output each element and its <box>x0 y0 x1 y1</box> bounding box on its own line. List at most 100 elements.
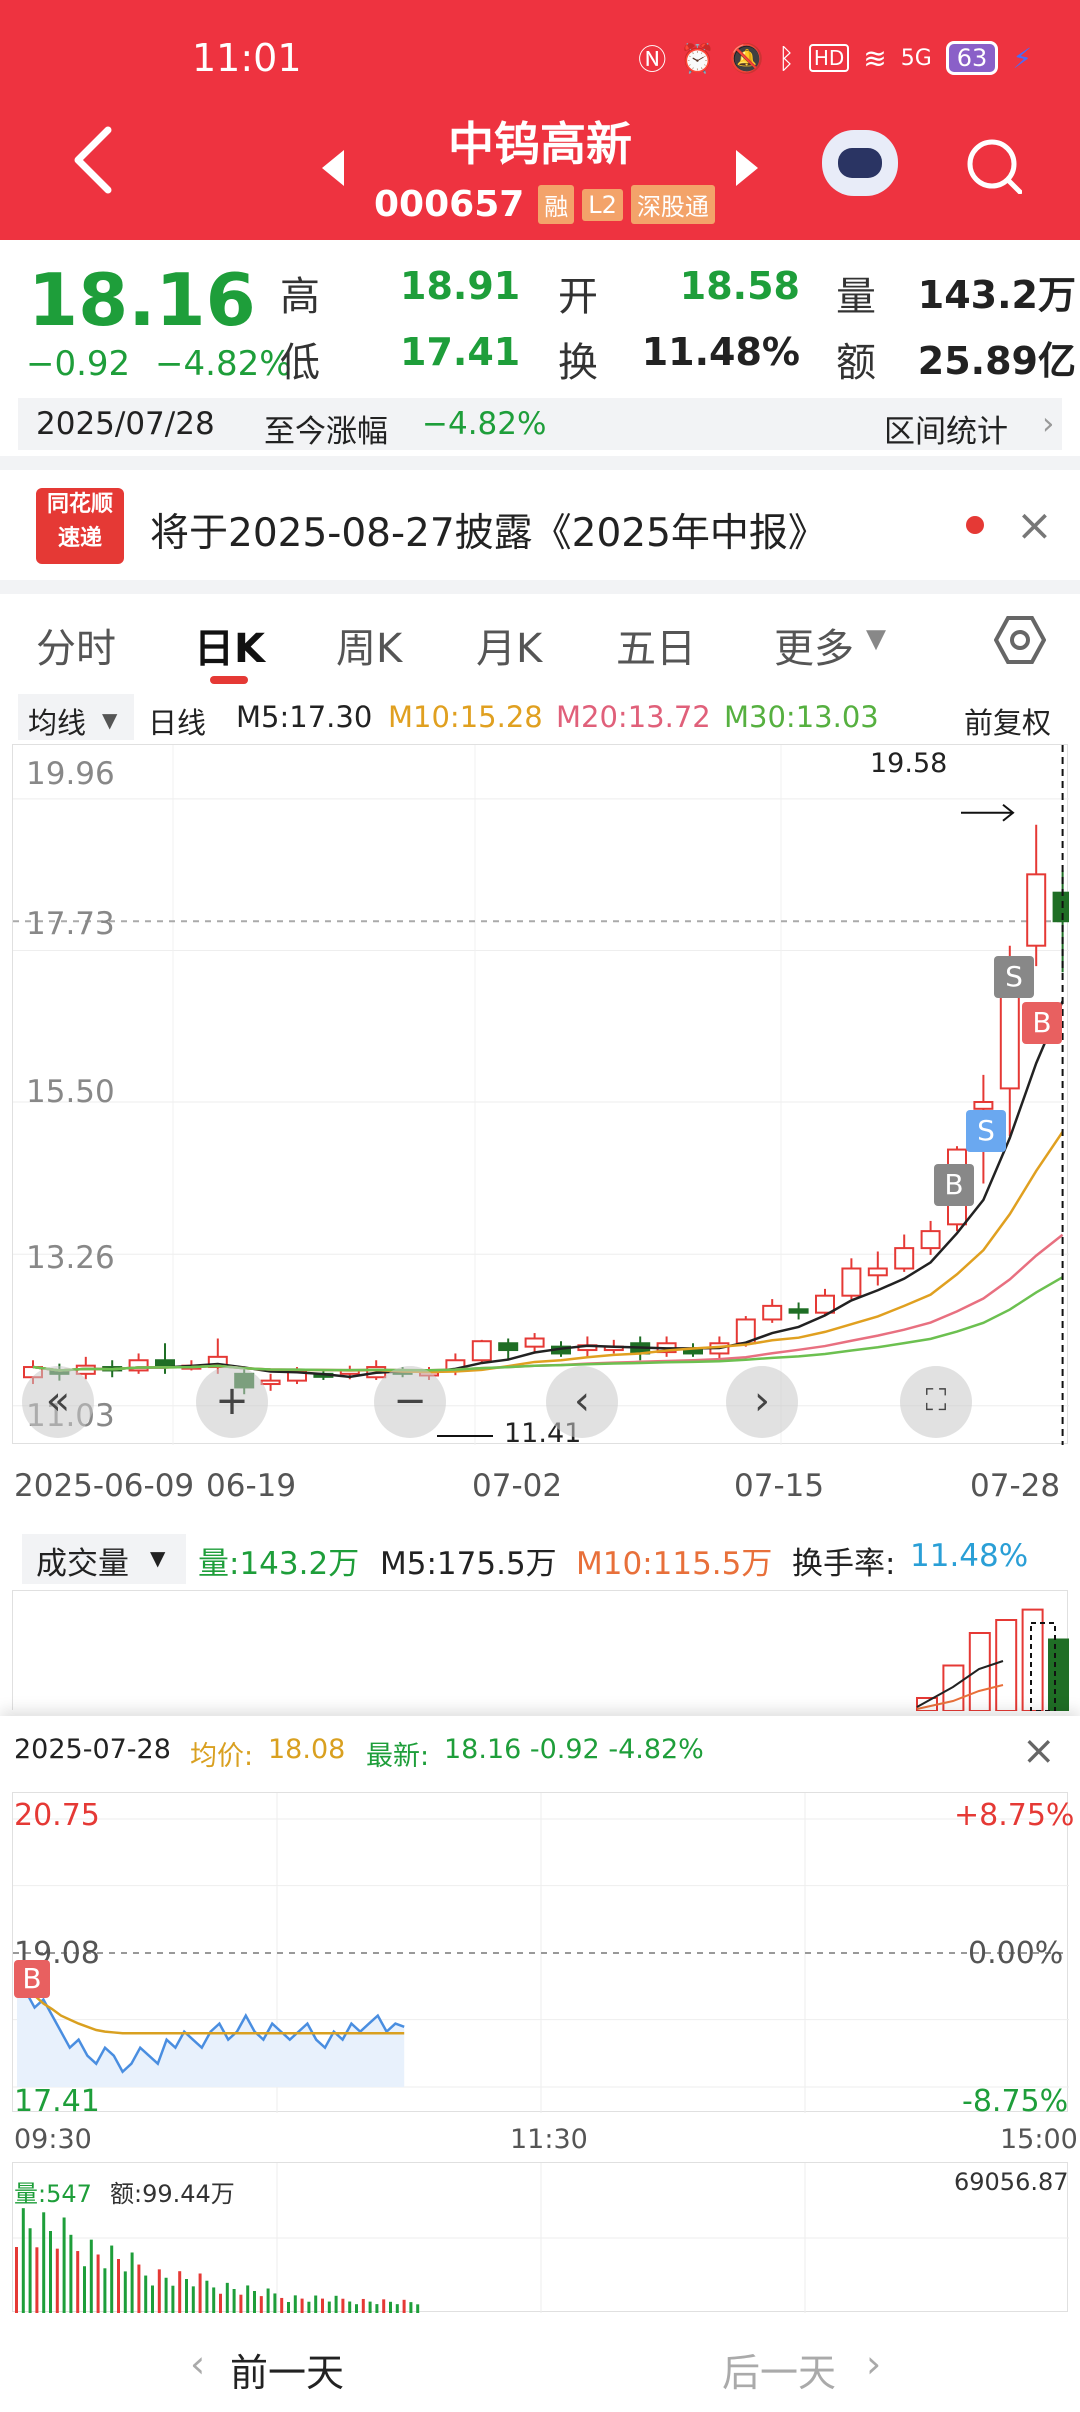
volume-bar <box>942 1664 965 1712</box>
next-day-button[interactable]: 后一天 <box>722 2351 837 2395</box>
volume-bar <box>968 1632 991 1712</box>
stock-name: 中钨高新 <box>448 117 632 171</box>
intraday-volume-bar <box>416 2304 420 2313</box>
step-right-icon[interactable]: › <box>726 1366 798 1438</box>
intraday-volume-bar <box>191 2286 195 2313</box>
intraday-volume-bar <box>110 2245 114 2313</box>
tab-more[interactable]: 更多 <box>774 626 854 672</box>
settings-icon[interactable] <box>994 614 1046 666</box>
intraday-canvas <box>13 1793 1069 2113</box>
sell-marker-badge: B <box>934 1164 974 1206</box>
volume-legend: 成交量 ▼ 量:143.2万 M5:175.5万 M10:115.5万 换手率:… <box>0 1528 1080 1588</box>
intraday-volume-bar <box>389 2301 392 2313</box>
volume-bar <box>995 1619 1018 1712</box>
fullscreen-icon[interactable]: ⛶ <box>900 1366 972 1438</box>
volume-ma5: M5:175.5万 <box>380 1546 557 1582</box>
intraday-volume-bar <box>287 2302 290 2313</box>
fast-back-icon[interactable]: « <box>22 1366 94 1438</box>
ma-selector-label[interactable]: 均线 <box>28 706 87 740</box>
back-arrow-icon[interactable] <box>64 120 124 200</box>
intraday-volume-bar <box>35 2247 39 2313</box>
intraday-volume-bar <box>300 2298 304 2313</box>
open-value: 18.58 <box>679 264 800 308</box>
alarm-icon: ⏰ <box>680 41 716 75</box>
candle-body <box>683 1349 703 1355</box>
intraday-chart[interactable] <box>12 1792 1069 2113</box>
candle-body <box>471 1340 492 1362</box>
intraday-volume-bar <box>21 2208 25 2313</box>
avg-label: 均价: <box>190 1741 254 1772</box>
x-tick-label: 06-19 <box>206 1468 297 1504</box>
turnover-rate-label: 换手率: <box>792 1546 896 1582</box>
battery-icon: 63 <box>945 41 999 75</box>
news-banner[interactable]: 同花顺 速递 将于2025-08-27披露《2025年中报》 <box>0 470 1080 580</box>
tab-weekly-k[interactable]: 周K <box>336 626 403 672</box>
intraday-volume-chart <box>12 2162 1069 2313</box>
candle-body <box>867 1267 888 1277</box>
ma30-value: M30:13.03 <box>724 700 879 734</box>
search-icon[interactable] <box>966 138 1022 194</box>
intraday-volume-bar <box>151 2285 154 2313</box>
candle-body <box>973 1101 994 1110</box>
tab-five-day[interactable]: 五日 <box>616 626 696 672</box>
indicator-selector[interactable] <box>18 694 134 740</box>
candle-body <box>815 1294 835 1314</box>
intraday-volume-bar <box>321 2298 324 2313</box>
nfc-icon: Ⓝ <box>638 43 667 76</box>
intraday-volume-canvas <box>13 2163 1069 2313</box>
high-arrow-head <box>1002 803 1015 822</box>
intraday-volume-bar <box>137 2264 141 2313</box>
amount-label: 额 <box>836 340 876 386</box>
tab-intraday[interactable]: 分时 <box>36 626 116 672</box>
x-tick-label: 07-02 <box>472 1468 563 1504</box>
change-pct: −4.82% <box>155 344 292 384</box>
intraday-volume-bar <box>253 2291 256 2313</box>
intraday-volume-bar <box>96 2254 100 2313</box>
ma5-line <box>32 1000 1064 1379</box>
ma-legend: 均线 ▼ 日线 M5:17.30 M10:15.28 M20:13.72 M30… <box>0 694 1080 744</box>
amount-value: 25.89亿 <box>917 339 1076 383</box>
intraday-pct-high: +8.75% <box>954 1798 1075 1833</box>
sell-marker-badge: S <box>966 1110 1006 1152</box>
caret-down-icon: ▼ <box>150 1546 166 1570</box>
candle-body <box>788 1308 809 1314</box>
next-stock-icon[interactable] <box>736 150 758 186</box>
status-bar: 11:01 Ⓝ ⏰ 🔕 ᛒ HD ≋ 5G 63 ⚡ <box>0 0 1080 120</box>
intraday-volume-bar <box>42 2212 46 2313</box>
intraday-volume-bar <box>280 2297 284 2313</box>
volume-selector-label[interactable]: 成交量 <box>36 1546 129 1582</box>
step-left-icon[interactable]: ‹ <box>546 1366 618 1438</box>
range-stats-row[interactable]: 2025/07/28 至今涨幅 −4.82% 区间统计 › <box>18 398 1062 450</box>
prev-stock-icon[interactable] <box>322 150 344 186</box>
intraday-volume-bar <box>273 2293 277 2313</box>
intraday-volume-bar <box>178 2271 182 2313</box>
zoom-out-icon[interactable]: − <box>374 1366 446 1438</box>
assistant-robot-icon[interactable] <box>822 130 898 196</box>
volume-chart <box>12 1590 1070 1713</box>
prev-day-button[interactable]: 前一天 <box>230 2351 345 2395</box>
intraday-volume-bar <box>69 2234 73 2313</box>
y-tick-label: 13.26 <box>26 1240 115 1276</box>
y-tick-label: 19.96 <box>26 756 115 792</box>
zoom-in-icon[interactable]: + <box>196 1366 268 1438</box>
ths-logo: 同花顺 速递 <box>36 488 124 564</box>
volume-indicator-selector[interactable] <box>22 1534 186 1584</box>
tab-monthly-k[interactable]: 月K <box>476 626 543 672</box>
kline-canvas <box>13 745 1069 1445</box>
adjust-label[interactable]: 前复权 <box>964 706 1052 740</box>
candle-body <box>524 1337 545 1348</box>
close-icon[interactable]: × <box>1022 1728 1056 1774</box>
status-icons: Ⓝ ⏰ 🔕 ᛒ HD ≋ 5G 63 ⚡ <box>638 38 1032 78</box>
x-tick-label: 2025-06-09 <box>14 1468 195 1504</box>
close-icon[interactable]: × <box>1016 500 1053 551</box>
chevron-right-icon: › <box>1042 406 1055 442</box>
candle-body <box>762 1304 783 1321</box>
kline-chart[interactable] <box>12 744 1069 1445</box>
wifi-icon: ≋ <box>863 41 887 75</box>
intraday-volume-bar <box>246 2285 250 2313</box>
intraday-volume-bar <box>259 2296 263 2313</box>
status-time: 11:01 <box>192 36 302 80</box>
intraday-pct-mid: 0.00% <box>968 1936 1064 1971</box>
tab-daily-k[interactable]: 日K <box>194 626 265 672</box>
turnover-label: 换 <box>558 340 598 386</box>
